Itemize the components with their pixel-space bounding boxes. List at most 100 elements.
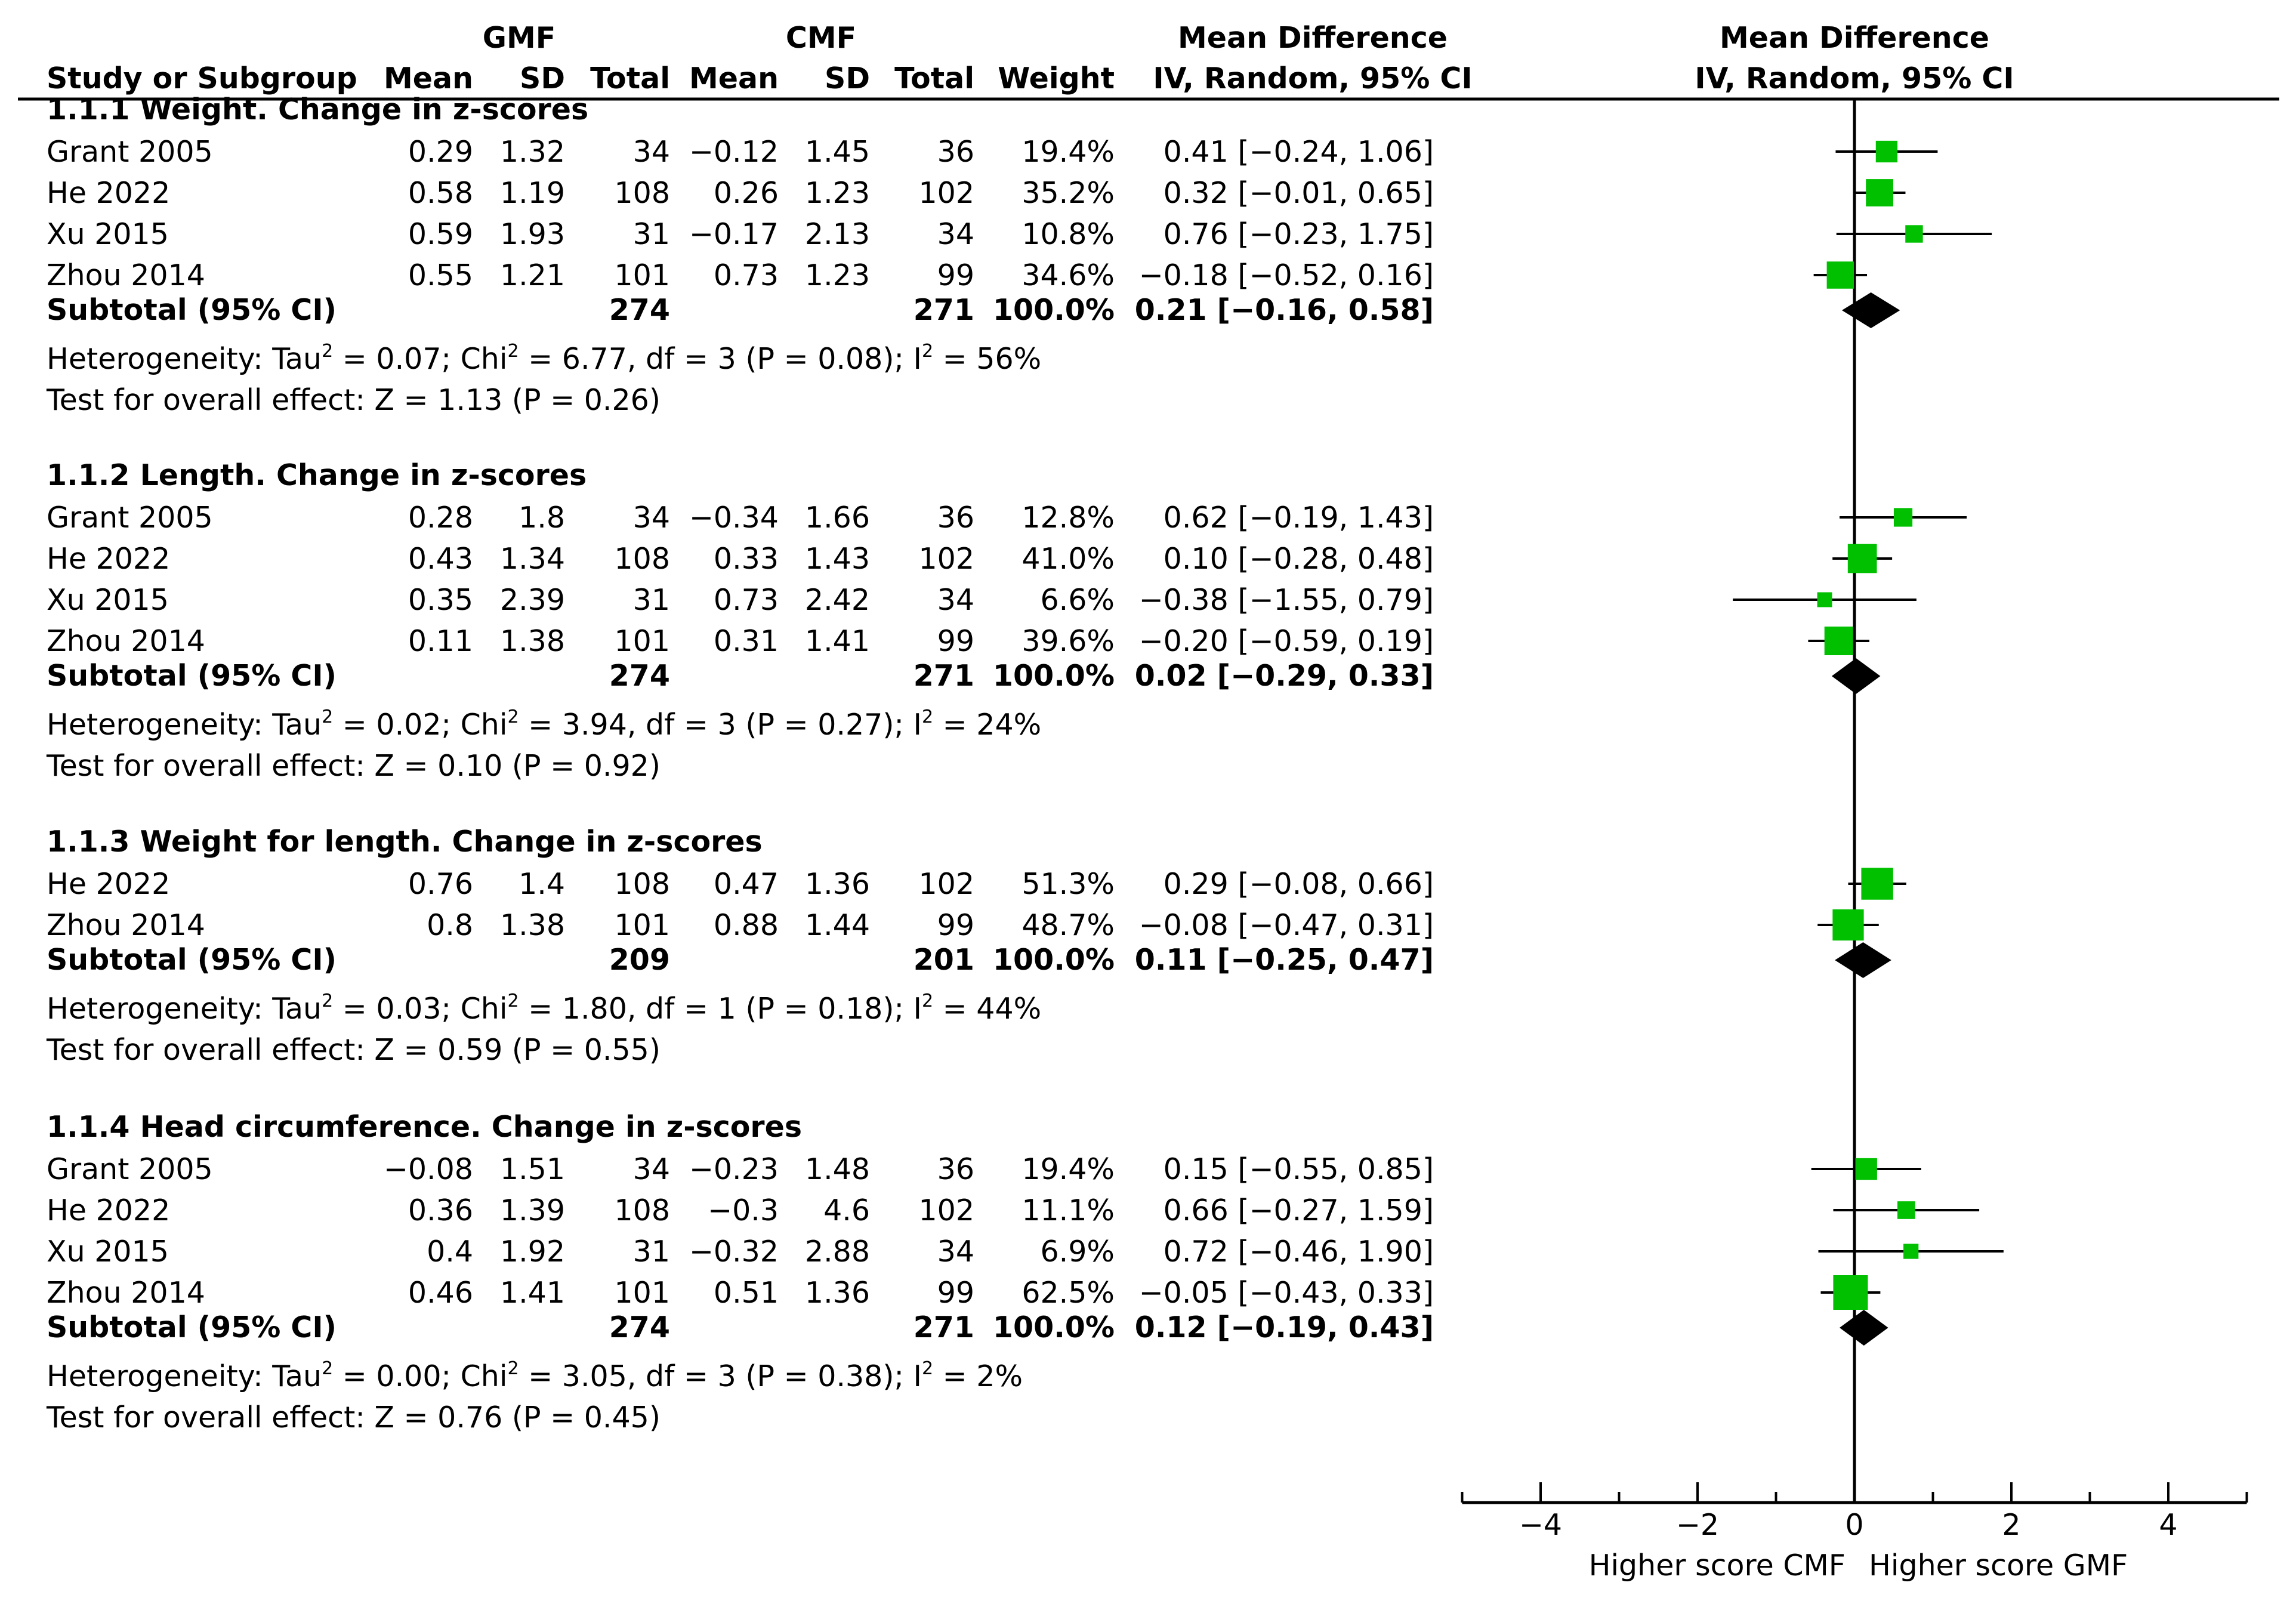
study-e-total: 108	[614, 542, 670, 576]
study-e-sd: 1.41	[500, 1276, 565, 1310]
study-e-total: 31	[633, 583, 670, 617]
subtotal-label: Subtotal (95% CI)	[47, 293, 337, 327]
study-c-sd: 2.42	[805, 583, 870, 617]
heterogeneity-text: Heterogeneity: Tau2 = 0.07; Chi2 = 6.77,…	[47, 341, 1041, 376]
subtotal-weight: 100.0%	[993, 943, 1115, 977]
header-c-total: Total	[894, 61, 974, 95]
study-c-mean: 0.26	[714, 176, 779, 210]
axis-tick-label: −4	[1519, 1508, 1562, 1542]
heterogeneity-text: Heterogeneity: Tau2 = 0.02; Chi2 = 3.94,…	[47, 707, 1041, 742]
study-ci: 0.41 [−0.24, 1.06]	[1164, 135, 1434, 169]
study-c-total: 34	[937, 1235, 974, 1269]
study-ci: −0.05 [−0.43, 0.33]	[1139, 1276, 1434, 1310]
study-name: Xu 2015	[47, 1235, 169, 1269]
study-e-total: 34	[633, 1152, 670, 1186]
heterogeneity-part: Heterogeneity: Tau	[47, 708, 322, 742]
study-e-mean: 0.46	[408, 1276, 473, 1310]
subtotal-label: Subtotal (95% CI)	[47, 943, 337, 977]
study-name: Xu 2015	[47, 217, 169, 251]
subtotal-ci: 0.02 [−0.29, 0.33]	[1135, 659, 1434, 693]
heterogeneity-part: = 56%	[933, 342, 1041, 376]
header-group-experimental: GMF	[483, 21, 556, 55]
study-name: Zhou 2014	[47, 908, 205, 942]
study-marker	[1903, 1244, 1919, 1259]
study-c-sd: 1.66	[805, 501, 870, 535]
superscript: 2	[507, 991, 519, 1011]
study-e-total: 34	[633, 135, 670, 169]
subtotal-weight: 100.0%	[993, 659, 1115, 693]
study-e-mean: 0.55	[408, 258, 473, 292]
study-e-total: 101	[614, 624, 670, 658]
study-name: Grant 2005	[47, 501, 213, 535]
study-e-total: 34	[633, 501, 670, 535]
study-c-sd: 4.6	[823, 1193, 870, 1227]
study-e-sd: 2.39	[500, 583, 565, 617]
header-effect-method: IV, Random, 95% CI	[1153, 61, 1472, 95]
study-marker	[1847, 544, 1877, 573]
subgroup-title: 1.1.2 Length. Change in z-scores	[47, 458, 587, 492]
superscript: 2	[507, 1358, 519, 1379]
study-ci: −0.08 [−0.47, 0.31]	[1139, 908, 1434, 942]
study-c-sd: 1.36	[805, 1276, 870, 1310]
subtotal-e-total: 274	[609, 659, 670, 693]
header-e-sd: SD	[520, 61, 565, 95]
study-ci: 0.66 [−0.27, 1.59]	[1164, 1193, 1434, 1227]
study-weight: 35.2%	[1022, 176, 1115, 210]
study-name: Zhou 2014	[47, 258, 205, 292]
study-e-mean: 0.28	[408, 501, 473, 535]
superscript: 2	[507, 341, 519, 362]
header-group-control: CMF	[786, 21, 856, 55]
heterogeneity-part: Heterogeneity: Tau	[47, 992, 322, 1026]
study-c-total: 99	[937, 624, 974, 658]
subgroup-title: 1.1.4 Head circumference. Change in z-sc…	[47, 1110, 802, 1144]
header-study: Study or Subgroup	[47, 61, 357, 95]
heterogeneity-part: = 24%	[933, 708, 1041, 742]
overall-effect: Test for overall effect: Z = 0.10 (P = 0…	[46, 749, 661, 783]
superscript: 2	[922, 707, 933, 727]
study-e-total: 101	[614, 1276, 670, 1310]
study-name: Xu 2015	[47, 583, 169, 617]
favours-left-label: Higher score CMF	[1589, 1549, 1846, 1583]
heterogeneity-text: Heterogeneity: Tau2 = 0.00; Chi2 = 3.05,…	[47, 1358, 1023, 1393]
study-e-mean: 0.58	[408, 176, 473, 210]
overall-effect: Test for overall effect: Z = 0.76 (P = 0…	[46, 1401, 661, 1435]
study-c-total: 102	[918, 542, 974, 576]
study-marker	[1833, 1275, 1868, 1310]
superscript: 2	[322, 1358, 333, 1379]
study-c-sd: 1.41	[805, 624, 870, 658]
study-c-sd: 2.88	[805, 1235, 870, 1269]
study-marker	[1824, 626, 1853, 656]
study-c-mean: 0.88	[714, 908, 779, 942]
study-c-sd: 1.44	[805, 908, 870, 942]
study-e-total: 108	[614, 1193, 670, 1227]
study-e-sd: 1.38	[500, 624, 565, 658]
study-c-sd: 1.23	[805, 176, 870, 210]
study-c-sd: 1.43	[805, 542, 870, 576]
study-c-total: 36	[937, 501, 974, 535]
heterogeneity-part: = 0.07; Chi	[333, 342, 507, 376]
subgroup-title: 1.1.1 Weight. Change in z-scores	[47, 92, 588, 127]
heterogeneity-part: = 0.02; Chi	[333, 708, 507, 742]
heterogeneity-part: Heterogeneity: Tau	[47, 1359, 322, 1393]
study-weight: 11.1%	[1022, 1193, 1115, 1227]
study-c-mean: 0.73	[714, 583, 779, 617]
study-ci: −0.20 [−0.59, 0.19]	[1139, 624, 1434, 658]
study-weight: 6.6%	[1041, 583, 1115, 617]
heterogeneity-part: Heterogeneity: Tau	[47, 342, 322, 376]
heterogeneity-part: = 3.05, df = 3 (P = 0.38); I	[519, 1359, 922, 1393]
study-ci: 0.32 [−0.01, 0.65]	[1164, 176, 1434, 210]
study-e-sd: 1.93	[500, 217, 565, 251]
study-c-mean: 0.31	[714, 624, 779, 658]
heterogeneity-part: = 0.00; Chi	[333, 1359, 507, 1393]
study-weight: 19.4%	[1022, 1152, 1115, 1186]
axis-tick-label: −2	[1676, 1508, 1719, 1542]
study-e-sd: 1.21	[500, 258, 565, 292]
header-effect-title: Mean Difference	[1178, 21, 1448, 55]
study-c-sd: 2.13	[805, 217, 870, 251]
study-e-sd: 1.39	[500, 1193, 565, 1227]
study-ci: −0.38 [−1.55, 0.79]	[1139, 583, 1434, 617]
study-e-mean: 0.35	[408, 583, 473, 617]
subtotal-weight: 100.0%	[993, 1310, 1115, 1344]
study-marker	[1905, 225, 1923, 243]
